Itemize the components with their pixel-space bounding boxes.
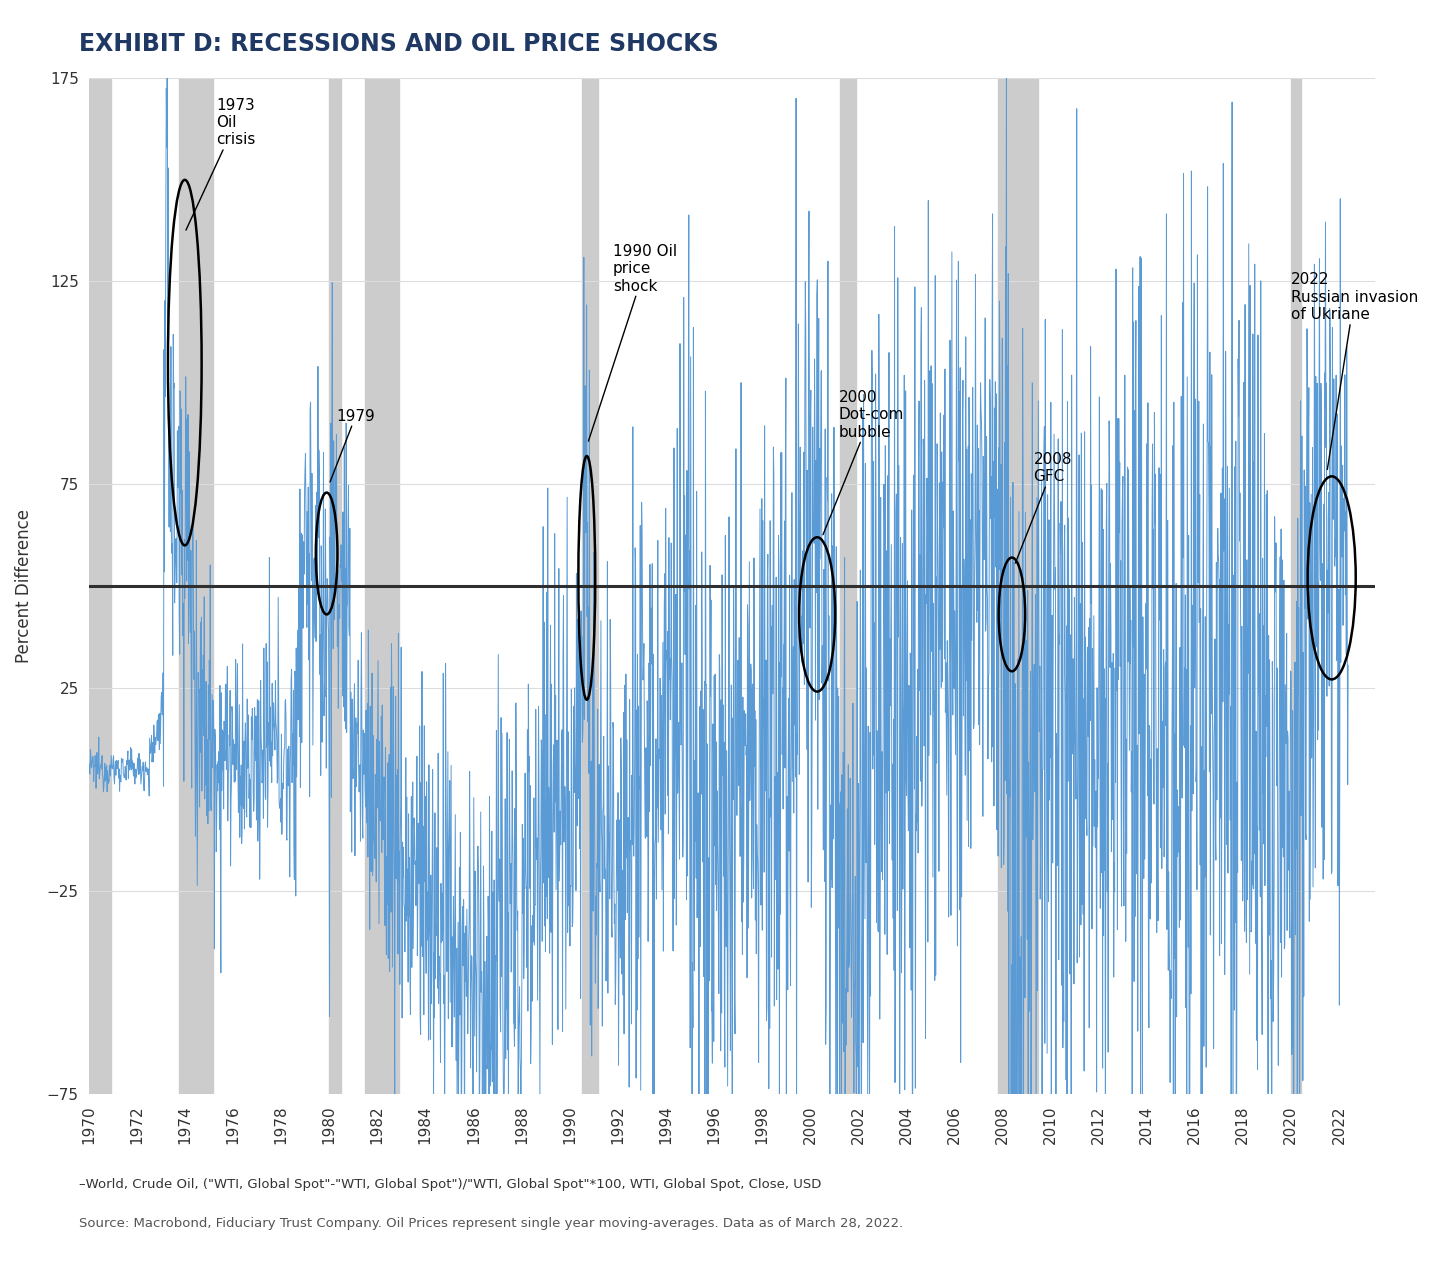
Bar — [82, 78, 111, 1093]
Bar — [1291, 78, 1301, 1093]
Text: 2000
Dot-com
bubble: 2000 Dot-com bubble — [823, 390, 904, 535]
Text: 2022
Russian invasion
of Ukriane: 2022 Russian invasion of Ukriane — [1291, 273, 1418, 470]
Text: 1990 Oil
price
shock: 1990 Oil price shock — [588, 243, 677, 441]
Bar — [365, 78, 399, 1093]
Bar — [840, 78, 856, 1093]
Bar — [998, 78, 1038, 1093]
Text: 1979: 1979 — [331, 409, 375, 482]
Text: EXHIBIT D: RECESSIONS AND OIL PRICE SHOCKS: EXHIBIT D: RECESSIONS AND OIL PRICE SHOC… — [79, 32, 719, 56]
Bar — [329, 78, 341, 1093]
Text: 2008
GFC: 2008 GFC — [1015, 452, 1071, 563]
Text: –World, Crude Oil, ("WTI, Global Spot"-"WTI, Global Spot")/"WTI, Global Spot"*10: –World, Crude Oil, ("WTI, Global Spot"-"… — [79, 1178, 822, 1191]
Text: Source: Macrobond, Fiduciary Trust Company. Oil Prices represent single year mov: Source: Macrobond, Fiduciary Trust Compa… — [79, 1217, 904, 1229]
Bar — [179, 78, 212, 1093]
Y-axis label: Percent Difference: Percent Difference — [14, 510, 33, 662]
Text: 1973
Oil
crisis: 1973 Oil crisis — [186, 98, 256, 231]
Bar — [582, 78, 598, 1093]
